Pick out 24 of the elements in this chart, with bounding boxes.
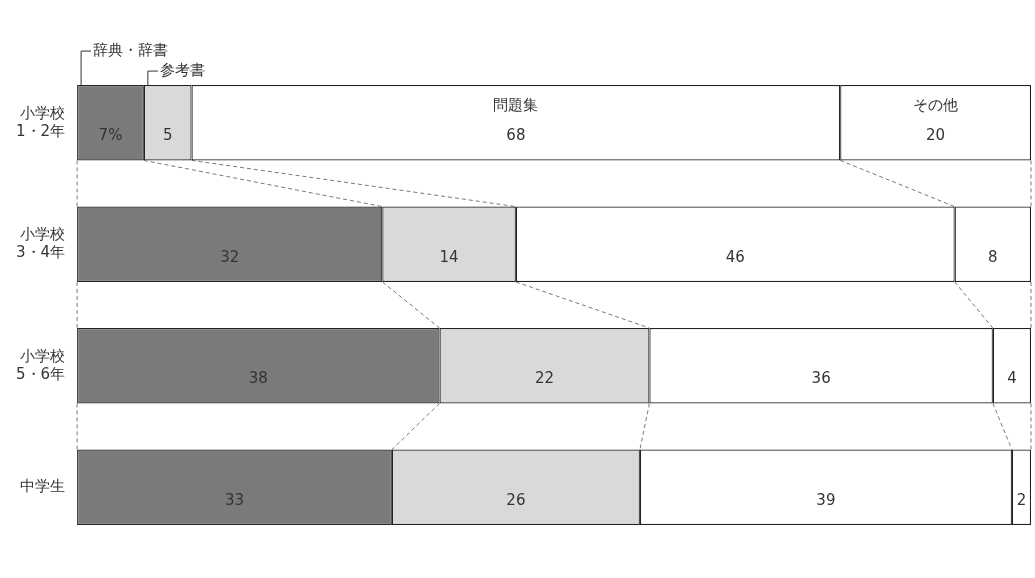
series-label: その他 [913, 96, 959, 115]
data-label: 46 [725, 247, 745, 266]
data-label: 22 [534, 369, 555, 388]
data-label: 26 [506, 490, 526, 509]
data-label: 14 [439, 247, 459, 266]
data-label: 38 [248, 369, 268, 388]
series-label: 問題集 [493, 96, 539, 115]
data-label: 36 [811, 369, 831, 388]
y-tick-label: 中学生 [20, 477, 66, 496]
y-tick-label: 小学校 1・2年 [15, 103, 66, 140]
data-label: 2 [1016, 490, 1027, 509]
data-label: 4 [1007, 369, 1017, 388]
data-label: 20 [926, 126, 946, 145]
series-label: 参考書 [159, 60, 205, 79]
data-label: 32 [220, 247, 240, 266]
data-label: 33 [224, 490, 245, 509]
data-label: 8 [988, 247, 998, 266]
y-tick-label: 小学校 5・6年 [15, 346, 66, 383]
data-label: 39 [816, 490, 836, 509]
y-tick-label: 小学校 3・4年 [15, 225, 66, 262]
data-label: 7% [98, 126, 123, 145]
series-label: 辞典・辞書 [93, 40, 169, 59]
data-label: 68 [506, 126, 526, 145]
data-label: 5 [162, 126, 173, 145]
